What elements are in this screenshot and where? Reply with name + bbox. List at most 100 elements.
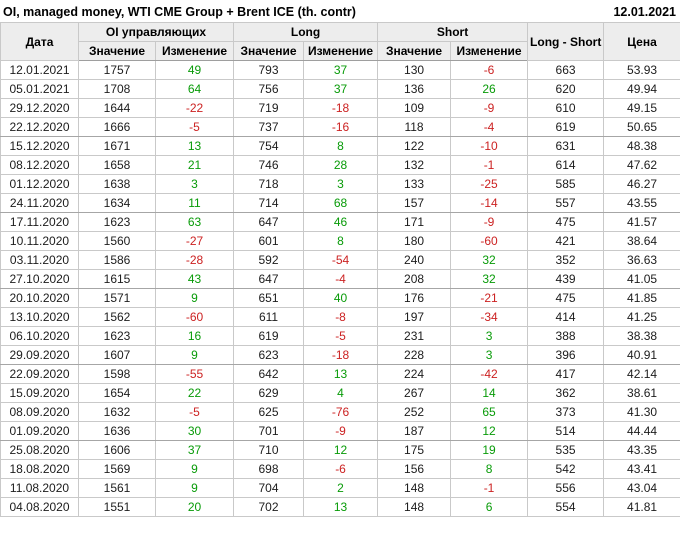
cell-long-change: 4 — [303, 383, 379, 403]
table-row: 10.11.2020 1560 -27 601 8 180 -60 421 38… — [0, 231, 680, 251]
cell-long-short: 421 — [527, 231, 605, 251]
cell-oi-value: 1606 — [78, 440, 156, 460]
cell-short-change: -25 — [450, 174, 529, 194]
cell-long-value: 754 — [233, 136, 305, 156]
cell-price: 41.81 — [603, 497, 680, 517]
cell-short-change: 26 — [450, 79, 529, 99]
cell-long-change: 12 — [303, 440, 379, 460]
cell-date: 12.01.2021 — [0, 60, 79, 80]
cell-price: 49.15 — [603, 98, 680, 118]
cell-long-change: 2 — [303, 478, 379, 498]
cell-short-value: 175 — [377, 440, 452, 460]
cell-price: 41.85 — [603, 288, 680, 308]
col-subheader-short-change: Изменение — [450, 41, 529, 61]
cell-long-value: 756 — [233, 79, 305, 99]
cell-oi-change: 3 — [154, 174, 235, 194]
cell-short-value: 148 — [377, 478, 452, 498]
cell-price: 38.61 — [603, 383, 680, 403]
cell-oi-change: 30 — [154, 421, 235, 441]
cell-price: 41.25 — [603, 307, 680, 327]
cell-date: 24.11.2020 — [0, 193, 79, 213]
cell-short-value: 118 — [377, 117, 452, 137]
cell-long-value: 737 — [233, 117, 305, 137]
cell-long-value: 714 — [233, 193, 305, 213]
cell-long-value: 625 — [233, 402, 305, 422]
cell-long-value: 629 — [233, 383, 305, 403]
table-row: 15.12.2020 1671 13 754 8 122 -10 631 48.… — [0, 136, 680, 156]
cell-date: 05.01.2021 — [0, 79, 79, 99]
cell-oi-value: 1560 — [78, 231, 156, 251]
cell-short-value: 156 — [377, 459, 452, 479]
cell-price: 42.14 — [603, 364, 680, 384]
cell-short-change: -42 — [450, 364, 529, 384]
cell-short-change: 32 — [450, 250, 529, 270]
cell-long-short: 352 — [527, 250, 605, 270]
table-row: 17.11.2020 1623 63 647 46 171 -9 475 41.… — [0, 212, 680, 232]
cell-long-change: 40 — [303, 288, 379, 308]
table-row: 06.10.2020 1623 16 619 -5 231 3 388 38.3… — [0, 326, 680, 346]
cell-oi-change: -27 — [154, 231, 235, 251]
cell-long-short: 554 — [527, 497, 605, 517]
cell-oi-value: 1607 — [78, 345, 156, 365]
cell-short-change: 8 — [450, 459, 529, 479]
cell-long-short: 535 — [527, 440, 605, 460]
cell-short-value: 122 — [377, 136, 452, 156]
cell-short-value: 157 — [377, 193, 452, 213]
cell-long-change: 37 — [303, 60, 379, 80]
cell-short-value: 132 — [377, 155, 452, 175]
cell-oi-change: 21 — [154, 155, 235, 175]
cell-oi-value: 1708 — [78, 79, 156, 99]
cell-short-value: 187 — [377, 421, 452, 441]
cell-price: 38.38 — [603, 326, 680, 346]
cell-oi-change: -28 — [154, 250, 235, 270]
cell-date: 06.10.2020 — [0, 326, 79, 346]
cell-long-value: 698 — [233, 459, 305, 479]
cell-price: 49.94 — [603, 79, 680, 99]
table-row: 18.08.2020 1569 9 698 -6 156 8 542 43.41 — [0, 459, 680, 479]
cell-oi-value: 1562 — [78, 307, 156, 327]
cell-date: 18.08.2020 — [0, 459, 79, 479]
title-bar: OI, managed money, WTI CME Group + Brent… — [0, 0, 680, 22]
cell-short-value: 148 — [377, 497, 452, 517]
cell-date: 01.09.2020 — [0, 421, 79, 441]
cell-short-value: 224 — [377, 364, 452, 384]
cell-date: 13.10.2020 — [0, 307, 79, 327]
cell-long-short: 585 — [527, 174, 605, 194]
cell-long-value: 642 — [233, 364, 305, 384]
cell-oi-change: 22 — [154, 383, 235, 403]
table-row: 12.01.2021 1757 49 793 37 130 -6 663 53.… — [0, 60, 680, 80]
cell-long-value: 793 — [233, 60, 305, 80]
cell-date: 08.09.2020 — [0, 402, 79, 422]
cell-oi-value: 1634 — [78, 193, 156, 213]
cell-long-change: -4 — [303, 269, 379, 289]
cell-price: 48.38 — [603, 136, 680, 156]
cell-long-short: 557 — [527, 193, 605, 213]
table-row: 24.11.2020 1634 11 714 68 157 -14 557 43… — [0, 193, 680, 213]
cell-long-short: 388 — [527, 326, 605, 346]
col-subheader-short-value: Значение — [377, 41, 452, 61]
table-row: 13.10.2020 1562 -60 611 -8 197 -34 414 4… — [0, 307, 680, 327]
cell-date: 01.12.2020 — [0, 174, 79, 194]
cell-long-short: 475 — [527, 288, 605, 308]
cell-price: 41.30 — [603, 402, 680, 422]
cell-short-value: 231 — [377, 326, 452, 346]
cell-date: 29.09.2020 — [0, 345, 79, 365]
cell-short-change: 6 — [450, 497, 529, 517]
cell-long-short: 417 — [527, 364, 605, 384]
table-row: 29.09.2020 1607 9 623 -18 228 3 396 40.9… — [0, 345, 680, 365]
cell-long-short: 439 — [527, 269, 605, 289]
cell-date: 22.09.2020 — [0, 364, 79, 384]
cell-date: 15.09.2020 — [0, 383, 79, 403]
cell-oi-change: 9 — [154, 478, 235, 498]
cell-oi-change: 37 — [154, 440, 235, 460]
cell-long-value: 704 — [233, 478, 305, 498]
cell-short-change: -21 — [450, 288, 529, 308]
cell-long-short: 514 — [527, 421, 605, 441]
cell-long-change: 13 — [303, 364, 379, 384]
cell-long-short: 475 — [527, 212, 605, 232]
cell-oi-value: 1632 — [78, 402, 156, 422]
cell-short-change: -9 — [450, 212, 529, 232]
cell-oi-value: 1569 — [78, 459, 156, 479]
cell-long-short: 619 — [527, 117, 605, 137]
cell-short-change: -9 — [450, 98, 529, 118]
